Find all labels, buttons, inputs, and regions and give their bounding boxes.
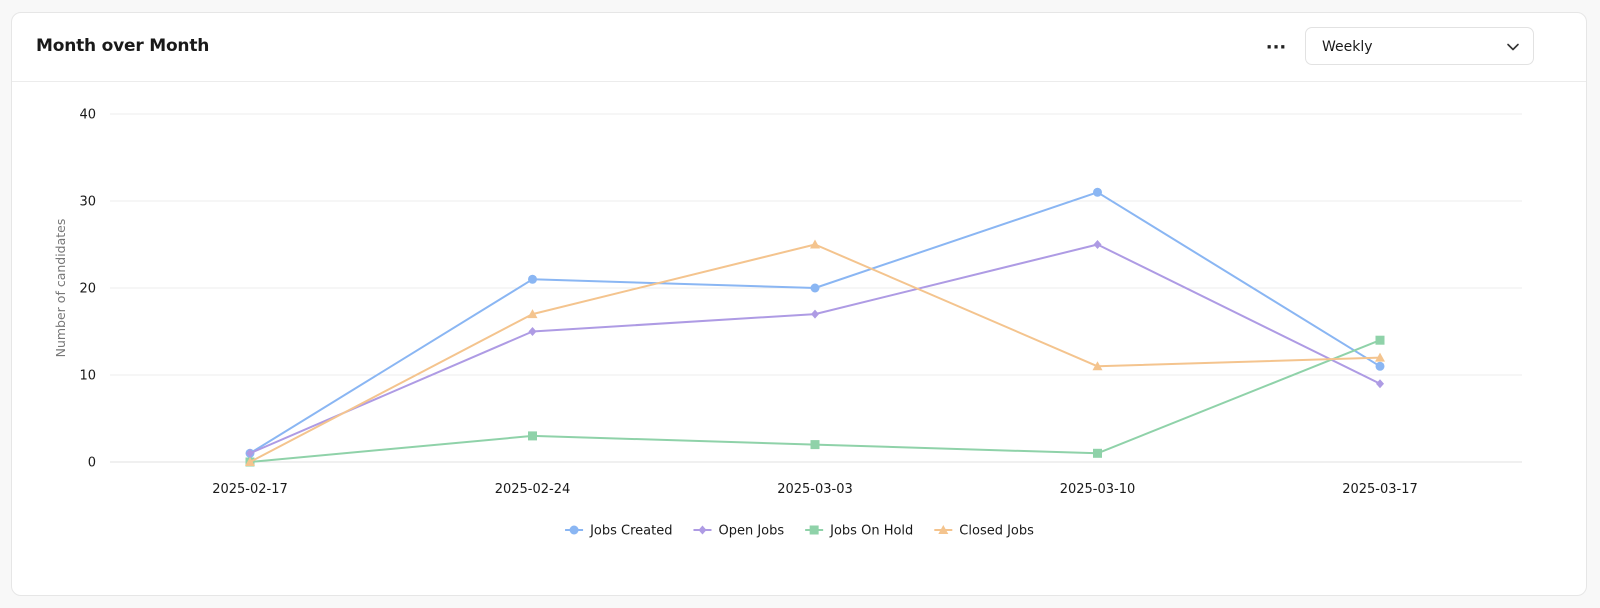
- legend-label-open-jobs: Open Jobs: [718, 524, 784, 539]
- legend-marker-jobs-on-hold: [809, 525, 819, 535]
- data-point-closed-jobs: [810, 239, 820, 249]
- x-tick-label: 2025-02-17: [212, 482, 288, 497]
- card-title: Month over Month: [36, 36, 210, 56]
- data-point-jobs-created: [1093, 187, 1102, 197]
- data-point-jobs-created: [1375, 361, 1385, 371]
- card-header: Month over Month ··· Weekly: [12, 13, 1586, 82]
- data-point-open-jobs: [811, 309, 819, 319]
- more-options-icon: ···: [1265, 36, 1287, 58]
- legend-marker-closed-jobs: [938, 525, 949, 534]
- x-tick-label: 2025-02-24: [495, 482, 571, 497]
- data-point-closed-jobs: [1092, 361, 1103, 371]
- line-chart: 0 10 20 30 40 Number of candidates 2025-02-17 2…: [53, 108, 1522, 539]
- legend-item-closed-jobs: Closed Jobs: [934, 524, 1034, 539]
- y-tick-label-40: 40: [79, 108, 96, 123]
- data-point-closed-jobs: [1375, 352, 1385, 362]
- data-point-jobs-on-hold: [1093, 448, 1102, 458]
- data-point-closed-jobs: [527, 309, 538, 319]
- data-point-jobs-on-hold: [528, 431, 537, 441]
- y-tick-label-30: 30: [79, 195, 96, 210]
- x-tick-label: 2025-03-17: [1342, 482, 1418, 497]
- data-point-open-jobs: [528, 327, 537, 336]
- y-tick-label-20: 20: [79, 282, 96, 297]
- more-options-button[interactable]: ···: [1260, 31, 1292, 63]
- y-tick-label-0: 0: [88, 456, 96, 471]
- x-tick-label: 2025-03-10: [1060, 482, 1136, 497]
- legend-label-closed-jobs: Closed Jobs: [959, 524, 1034, 539]
- legend-item-open-jobs: Open Jobs: [693, 524, 784, 539]
- data-point-open-jobs: [1093, 240, 1102, 249]
- period-select-value: Weekly: [1322, 39, 1373, 55]
- data-point-open-jobs: [1376, 379, 1384, 389]
- data-point-jobs-created: [528, 274, 537, 284]
- legend-item-jobs-on-hold: Jobs On Hold: [805, 524, 913, 539]
- month-over-month-card: Month over Month ··· Weekly 0 10 20 30 40 Num…: [11, 12, 1587, 596]
- y-tick-label-10: 10: [79, 369, 96, 384]
- legend-label-jobs-created: Jobs Created: [589, 524, 672, 539]
- series-line-jobs-created: [249, 191, 1381, 455]
- y-axis-title: Number of candidates: [53, 219, 68, 358]
- legend-marker-jobs-created: [569, 525, 579, 535]
- legend-marker-open-jobs: [698, 525, 707, 535]
- data-point-jobs-on-hold: [1375, 335, 1385, 345]
- data-point-open-jobs: [246, 448, 254, 458]
- data-point-jobs-created: [810, 283, 820, 293]
- legend-item-jobs-created: Jobs Created: [565, 524, 672, 539]
- period-select[interactable]: Weekly: [1305, 27, 1534, 65]
- chevron-down-icon: [1507, 43, 1519, 51]
- series-line-closed-jobs: [249, 243, 1381, 463]
- data-point-closed-jobs: [245, 457, 255, 466]
- data-point-jobs-on-hold: [810, 440, 820, 450]
- x-tick-label: 2025-03-03: [777, 482, 853, 497]
- legend-label-jobs-on-hold: Jobs On Hold: [829, 524, 913, 539]
